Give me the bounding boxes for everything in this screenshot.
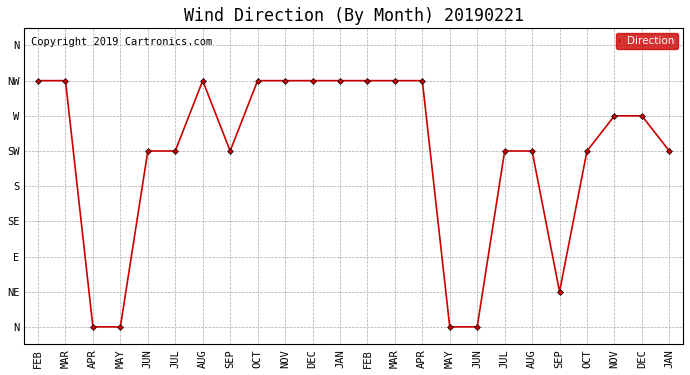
Title: Wind Direction (By Month) 20190221: Wind Direction (By Month) 20190221: [184, 7, 524, 25]
Legend: Direction: Direction: [616, 33, 678, 50]
Text: Copyright 2019 Cartronics.com: Copyright 2019 Cartronics.com: [31, 38, 212, 47]
